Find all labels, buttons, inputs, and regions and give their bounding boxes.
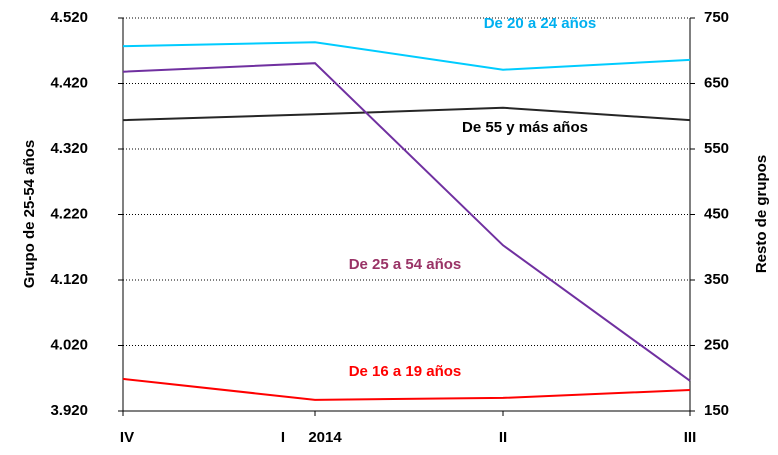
y-axis-title: Grupo de 25-54 años — [21, 140, 38, 288]
x-tick-label: I — [281, 429, 285, 446]
series-label: De 25 a 54 años — [349, 256, 462, 273]
x-annotation: 2014 — [308, 429, 342, 446]
series-label: De 16 a 19 años — [349, 363, 462, 380]
y-tick-label: 4.520 — [50, 9, 88, 26]
x-tick-label: IV — [120, 429, 134, 446]
y2-tick-label: 350 — [704, 271, 729, 288]
y-tick-label: 4.320 — [50, 140, 88, 157]
y-tick-label: 3.920 — [50, 402, 88, 419]
series-line — [122, 62, 691, 382]
y2-tick-label: 450 — [704, 205, 729, 222]
y2-tick-label: 150 — [704, 402, 729, 419]
series-label: De 20 a 24 años — [484, 15, 597, 32]
y-tick-label: 4.020 — [50, 336, 88, 353]
y-tick-label: 4.220 — [50, 205, 88, 222]
x-tick-label: II — [499, 429, 507, 446]
y2-tick-label: 250 — [704, 336, 729, 353]
x-tick-label: III — [684, 429, 697, 446]
y-tick-label: 4.420 — [50, 74, 88, 91]
series-line — [122, 41, 691, 71]
series-label: De 55 y más años — [462, 119, 588, 136]
series-line — [122, 377, 691, 401]
y2-tick-label: 750 — [704, 9, 729, 26]
y2-tick-label: 650 — [704, 74, 729, 91]
y2-axis-title: Resto de grupos — [753, 155, 770, 273]
series-line — [122, 106, 691, 122]
y-tick-label: 4.120 — [50, 271, 88, 288]
y2-tick-label: 550 — [704, 140, 729, 157]
